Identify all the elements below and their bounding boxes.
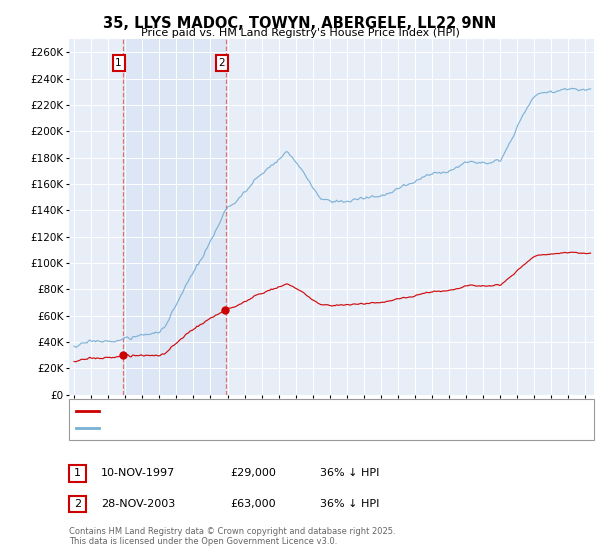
Text: 1: 1 xyxy=(115,58,122,68)
Text: Contains HM Land Registry data © Crown copyright and database right 2025.
This d: Contains HM Land Registry data © Crown c… xyxy=(69,526,395,546)
Text: 35, LLYS MADOC, TOWYN, ABERGELE, LL22 9NN (semi-detached house): 35, LLYS MADOC, TOWYN, ABERGELE, LL22 9N… xyxy=(104,405,455,416)
Text: 36% ↓ HPI: 36% ↓ HPI xyxy=(320,468,379,478)
Text: 1: 1 xyxy=(74,468,81,478)
Text: 35, LLYS MADOC, TOWYN, ABERGELE, LL22 9NN: 35, LLYS MADOC, TOWYN, ABERGELE, LL22 9N… xyxy=(103,16,497,31)
Text: £63,000: £63,000 xyxy=(230,499,275,509)
Text: 28-NOV-2003: 28-NOV-2003 xyxy=(101,499,175,509)
Text: 36% ↓ HPI: 36% ↓ HPI xyxy=(320,499,379,509)
Text: 2: 2 xyxy=(218,58,225,68)
Text: £29,000: £29,000 xyxy=(230,468,275,478)
Text: HPI: Average price, semi-detached house, Conwy: HPI: Average price, semi-detached house,… xyxy=(104,423,344,433)
Text: 10-NOV-1997: 10-NOV-1997 xyxy=(101,468,175,478)
Bar xyxy=(123,39,226,395)
Text: Price paid vs. HM Land Registry's House Price Index (HPI): Price paid vs. HM Land Registry's House … xyxy=(140,28,460,38)
Text: 2: 2 xyxy=(74,499,81,509)
